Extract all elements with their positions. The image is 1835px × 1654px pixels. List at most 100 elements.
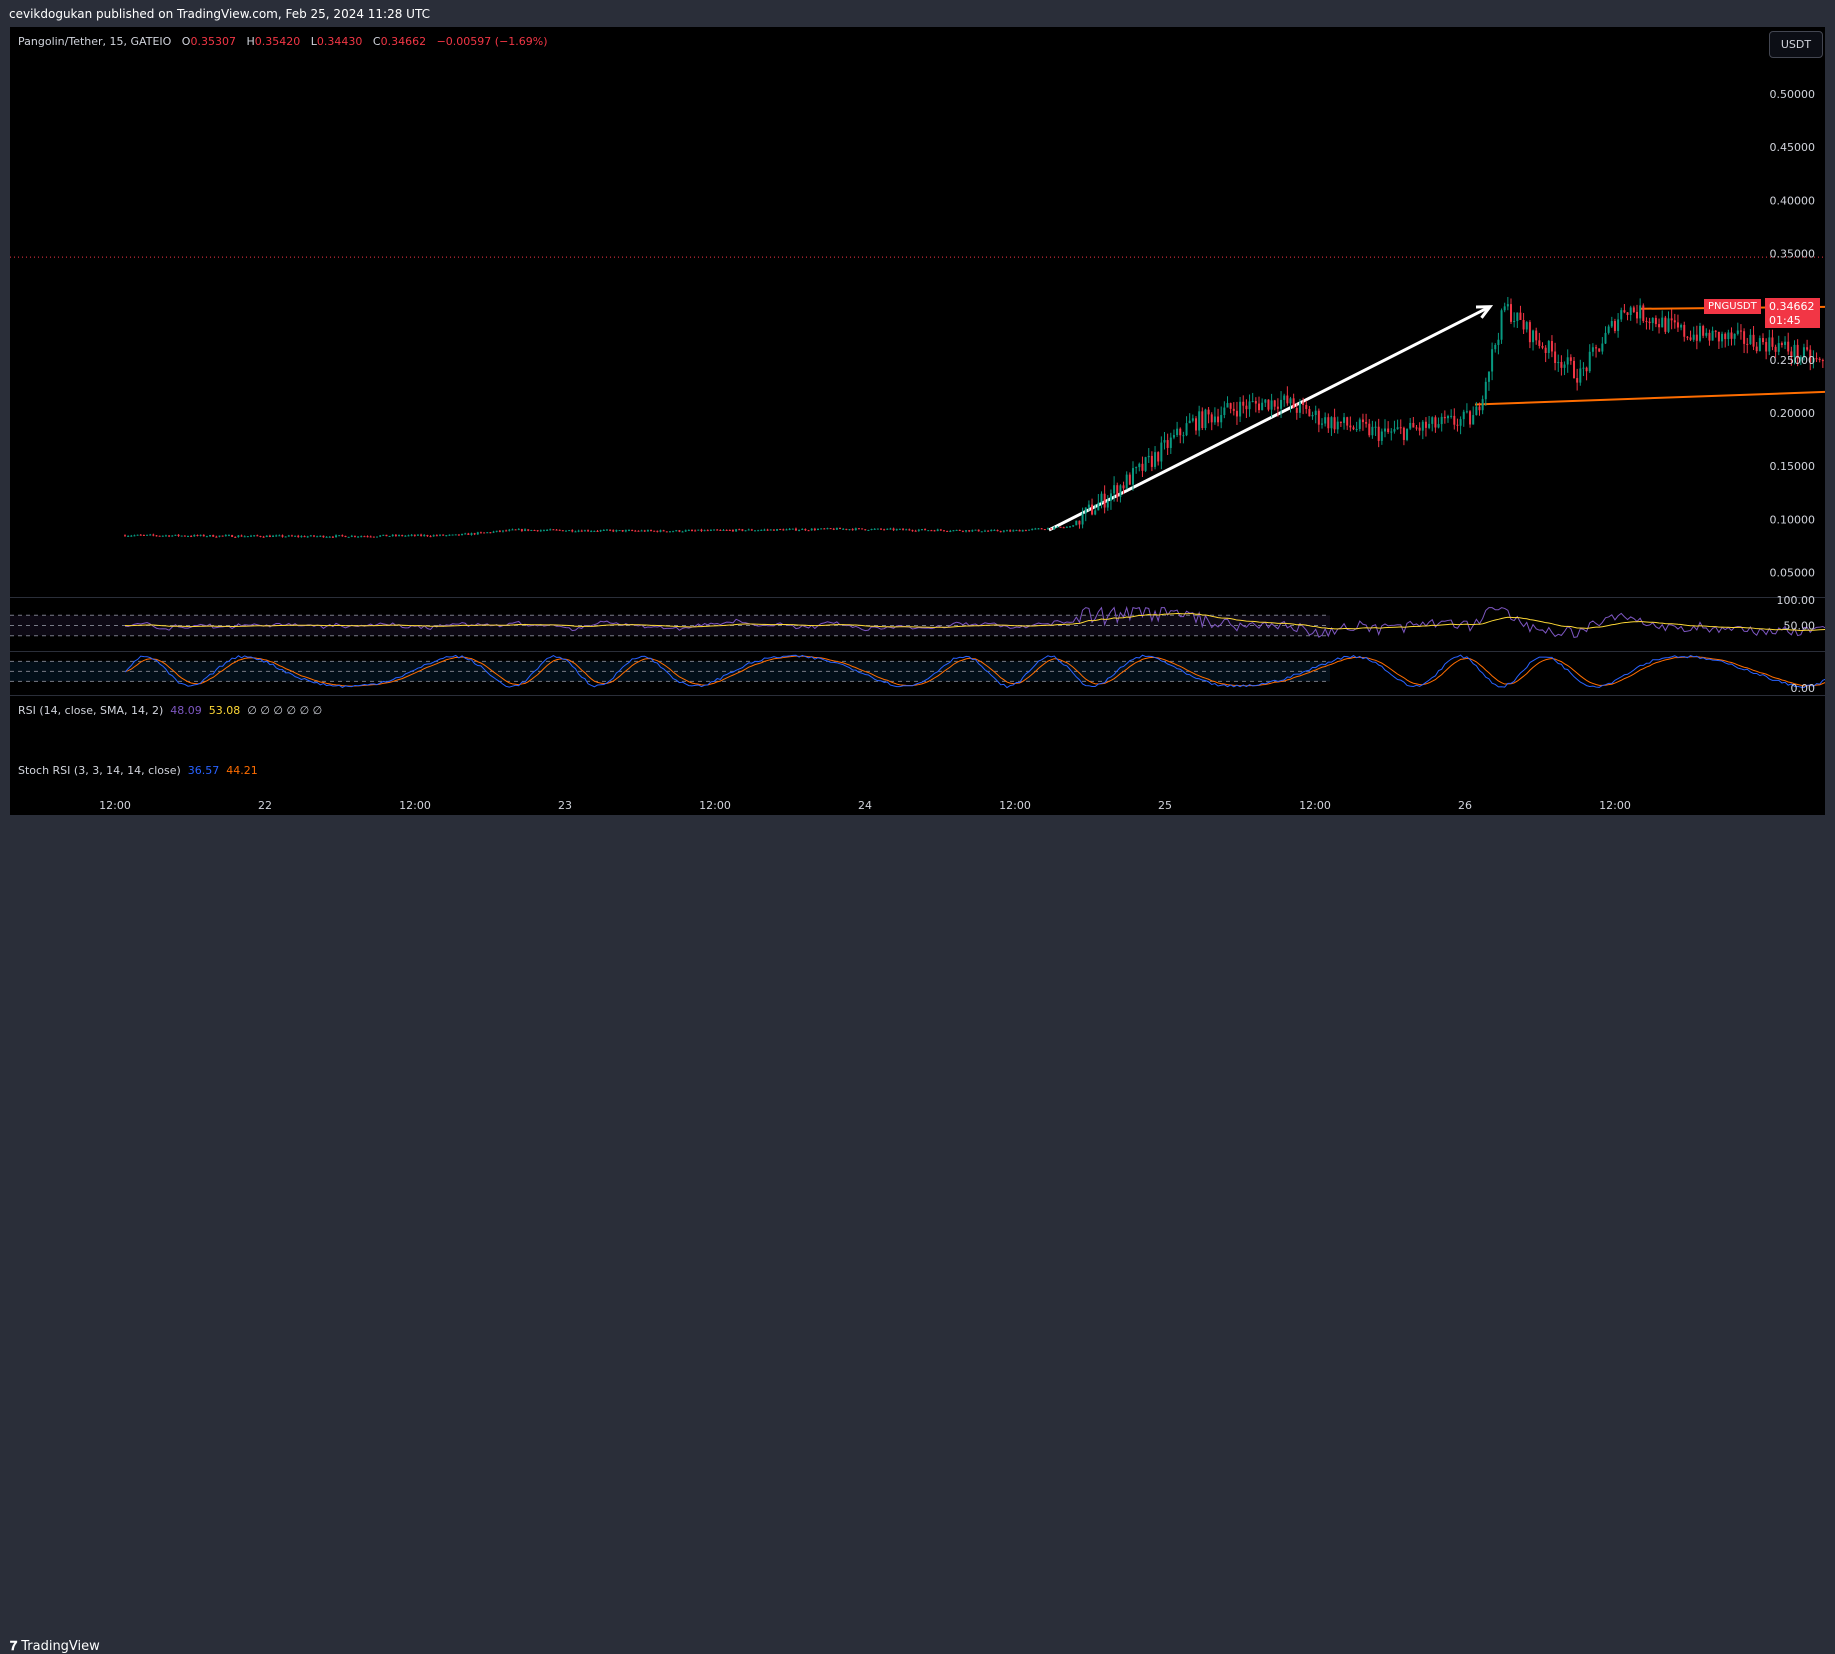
candle-body bbox=[1497, 339, 1500, 345]
candle-body bbox=[357, 536, 360, 538]
candle-body bbox=[196, 534, 199, 536]
candle-body bbox=[949, 530, 952, 532]
candle-body bbox=[1462, 411, 1465, 420]
candle-body bbox=[1702, 326, 1705, 336]
candle-body bbox=[237, 535, 240, 537]
candle-body bbox=[1601, 343, 1604, 352]
candle-body bbox=[1670, 318, 1673, 321]
candle-body bbox=[413, 534, 416, 536]
stoch-band-fill bbox=[10, 661, 1330, 682]
top-bar: cevikdogukan published on TradingView.co… bbox=[0, 0, 1835, 27]
candle-body bbox=[861, 528, 864, 530]
rsi-ma-legend-value: 53.08 bbox=[208, 704, 241, 717]
chart-frame[interactable]: 0.500000.450000.400000.350000.300000.250… bbox=[10, 27, 1835, 815]
candle-body bbox=[168, 535, 171, 537]
candle-body bbox=[1784, 341, 1787, 345]
candle-body bbox=[1591, 347, 1594, 352]
stoch-d-legend-value: 44.21 bbox=[226, 764, 258, 777]
candle-body bbox=[1799, 357, 1802, 359]
candle-body bbox=[977, 529, 980, 532]
candle-body bbox=[952, 530, 955, 532]
candle-body bbox=[1569, 357, 1572, 361]
candle-body bbox=[1443, 416, 1446, 419]
candle-body bbox=[744, 530, 747, 532]
candle-body bbox=[1636, 311, 1638, 319]
candle-body bbox=[1081, 513, 1084, 525]
candle-body bbox=[517, 529, 520, 531]
candle-body bbox=[1566, 357, 1569, 365]
candle-body bbox=[1752, 334, 1755, 347]
legend-change: −0.00597 (−1.69%) bbox=[436, 35, 548, 48]
candle-body bbox=[297, 535, 300, 537]
candle-body bbox=[1261, 402, 1264, 411]
candle-body bbox=[1393, 429, 1396, 432]
candle-body bbox=[234, 536, 237, 538]
candle-body bbox=[817, 529, 819, 531]
rsi-legend[interactable]: RSI (14, close, SMA, 14, 2) 48.09 53.08 … bbox=[18, 704, 322, 717]
candle-body bbox=[801, 529, 804, 531]
candle-body bbox=[590, 531, 593, 533]
candle-body bbox=[776, 529, 779, 531]
candle-body bbox=[596, 530, 599, 532]
candle-body bbox=[1664, 317, 1667, 332]
candle-body bbox=[794, 528, 797, 531]
candle-body bbox=[1267, 399, 1270, 410]
candle-body bbox=[552, 529, 555, 531]
candle-body bbox=[634, 530, 637, 532]
price-axis-label: 0.35000 bbox=[1770, 248, 1816, 261]
candle-body bbox=[224, 535, 227, 537]
candle-body bbox=[672, 531, 675, 533]
candle-body bbox=[1182, 435, 1185, 437]
candle-body bbox=[1368, 423, 1371, 436]
candle-body bbox=[1475, 406, 1478, 416]
candle-body bbox=[1327, 417, 1330, 429]
candle-body bbox=[656, 530, 659, 532]
candle-body bbox=[1314, 410, 1317, 415]
candle-body bbox=[369, 536, 372, 538]
currency-button[interactable]: USDT bbox=[1769, 31, 1823, 58]
stoch-legend[interactable]: Stoch RSI (3, 3, 14, 14, close) 36.57 44… bbox=[18, 764, 258, 777]
last-price-value: 0.34662 bbox=[1769, 300, 1815, 313]
candle-body bbox=[1072, 525, 1075, 527]
candle-body bbox=[1355, 428, 1358, 430]
candle-body bbox=[1169, 437, 1172, 448]
candle-body bbox=[265, 535, 268, 538]
candle-body bbox=[1453, 415, 1456, 425]
candle-body bbox=[665, 531, 668, 533]
chart-canvas[interactable]: 0.500000.450000.400000.350000.300000.250… bbox=[10, 27, 1835, 815]
candle-body bbox=[142, 534, 145, 536]
candle-body bbox=[1434, 417, 1437, 428]
candle-body bbox=[785, 529, 788, 531]
candle-body bbox=[826, 528, 829, 530]
candle-body bbox=[1557, 361, 1560, 364]
candle-body bbox=[883, 529, 886, 531]
candle-body bbox=[1295, 408, 1298, 413]
price-axis-label: 0.40000 bbox=[1770, 194, 1816, 207]
symbol-price-label: PNGUSDT bbox=[1704, 299, 1761, 314]
candle-body bbox=[1532, 330, 1535, 343]
candle-body bbox=[1695, 334, 1698, 341]
candle-body bbox=[593, 530, 596, 532]
candle-body bbox=[1384, 428, 1386, 432]
candle-body bbox=[1276, 406, 1279, 409]
candle-body bbox=[193, 534, 196, 537]
stoch-legend-label: Stoch RSI (3, 3, 14, 14, close) bbox=[18, 764, 181, 777]
candle-body bbox=[555, 529, 558, 531]
candle-body bbox=[546, 529, 549, 531]
candle-body bbox=[1481, 399, 1484, 411]
last-price-label: 0.34662 01:45 bbox=[1765, 298, 1820, 328]
candle-body bbox=[668, 531, 671, 533]
candle-body bbox=[1125, 474, 1128, 489]
candle-body bbox=[580, 530, 583, 532]
candle-body bbox=[1399, 427, 1402, 429]
candle-body bbox=[845, 528, 848, 530]
tradingview-logo[interactable]: 𝟕 TradingView bbox=[10, 1639, 100, 1654]
candle-body bbox=[722, 529, 725, 531]
candle-body bbox=[1758, 338, 1761, 352]
candle-body bbox=[1185, 423, 1188, 436]
candle-body bbox=[662, 530, 665, 532]
candle-body bbox=[1739, 330, 1742, 332]
candle-body bbox=[1648, 321, 1651, 324]
candle-body bbox=[1034, 528, 1037, 530]
candle-body bbox=[1550, 341, 1553, 352]
